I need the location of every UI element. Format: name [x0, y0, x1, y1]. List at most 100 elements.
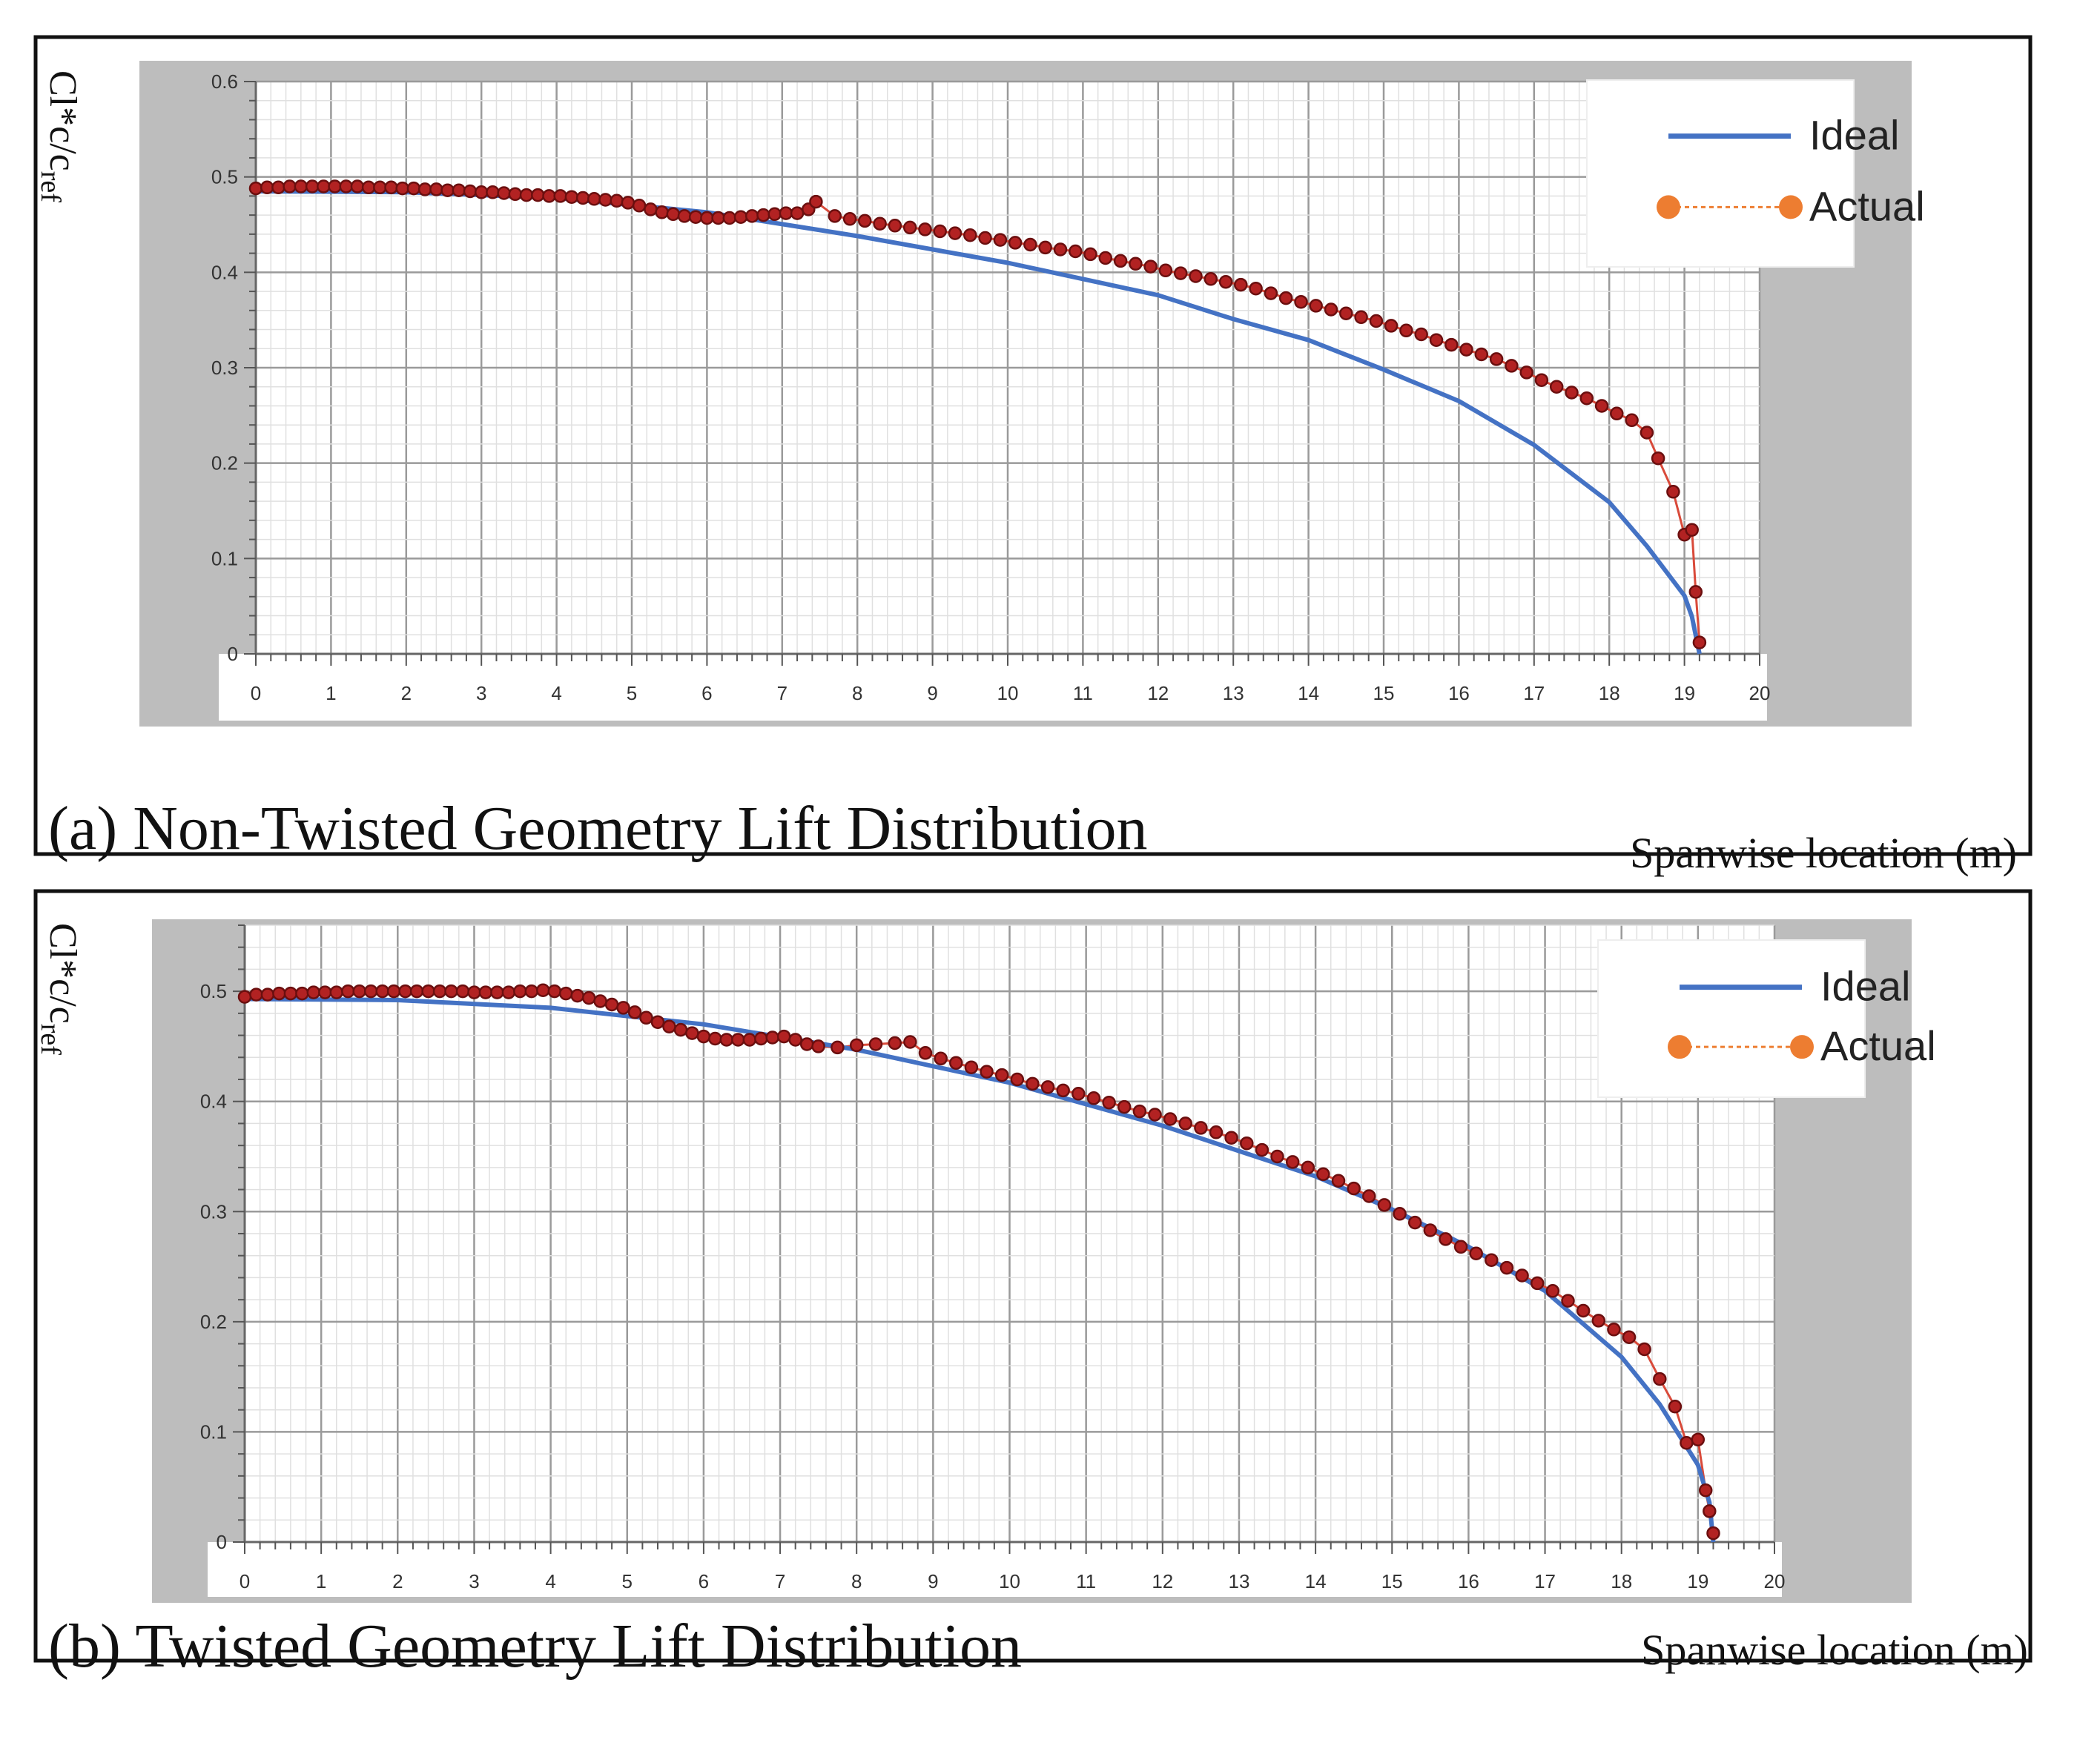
actual-point: [1407, 1215, 1422, 1230]
actual-point: [536, 983, 550, 997]
actual-point: [644, 202, 658, 216]
actual-point: [467, 985, 481, 999]
actual-point: [1519, 365, 1533, 380]
actual-point: [1255, 1142, 1269, 1157]
actual-point: [1301, 1160, 1315, 1175]
actual-point: [1666, 485, 1680, 499]
y-axis-label-subscript: ref: [35, 1024, 66, 1056]
actual-point: [339, 179, 353, 193]
actual-point: [811, 1039, 825, 1053]
actual-point: [1240, 1136, 1254, 1151]
actual-point: [1698, 1483, 1713, 1498]
actual-point: [902, 220, 917, 235]
x-tick-label: 15: [1381, 1570, 1403, 1592]
legend-actual-marker: [1779, 195, 1803, 219]
actual-point: [463, 184, 478, 199]
actual-point: [478, 985, 493, 999]
x-tick-label: 19: [1674, 682, 1695, 704]
actual-point: [948, 226, 962, 240]
actual-point: [632, 199, 647, 213]
actual-point: [765, 1030, 779, 1045]
legend-box: [1597, 939, 1866, 1098]
actual-point: [1625, 413, 1639, 428]
y-tick-label: 0.1: [200, 1420, 227, 1443]
x-tick-label: 6: [699, 1570, 709, 1592]
x-tick-label: 6: [701, 682, 712, 704]
actual-point: [888, 219, 902, 233]
x-tick-label: 16: [1448, 682, 1470, 704]
actual-point: [542, 189, 556, 203]
x-tick-label: 2: [401, 682, 412, 704]
actual-point: [1530, 1276, 1545, 1291]
actual-point: [831, 1040, 845, 1055]
actual-point: [553, 189, 567, 203]
actual-point: [328, 179, 342, 193]
actual-point: [994, 1068, 1009, 1082]
x-tick-label: 18: [1611, 1570, 1632, 1592]
x-tick-label: 4: [545, 1570, 555, 1592]
actual-point: [406, 181, 421, 196]
actual-point: [1706, 1526, 1720, 1541]
actual-point: [756, 208, 770, 222]
actual-point: [452, 183, 466, 197]
x-tick-label: 9: [927, 682, 937, 704]
actual-point: [696, 1029, 711, 1044]
actual-point: [1026, 1076, 1040, 1091]
actual-point: [1113, 254, 1128, 268]
actual-point: [421, 984, 435, 999]
y-tick-label: 0.6: [211, 70, 238, 93]
x-tick-label: 8: [852, 682, 862, 704]
actual-point: [722, 211, 737, 225]
x-tick-label: 17: [1523, 682, 1545, 704]
legend-actual-label: Actual: [1820, 1022, 1936, 1069]
actual-point: [1534, 373, 1549, 387]
actual-point: [809, 194, 823, 209]
actual-point: [429, 182, 443, 196]
x-tick-label: 17: [1534, 1570, 1556, 1592]
grid: [243, 924, 1776, 1544]
actual-point: [688, 210, 703, 224]
x-tick-label: 10: [997, 682, 1019, 704]
actual-point: [1143, 259, 1158, 274]
actual-point: [455, 984, 470, 999]
actual-point: [1610, 406, 1624, 421]
actual-point: [593, 994, 607, 1008]
actual-point: [949, 1056, 963, 1070]
actual-point: [361, 180, 376, 195]
actual-point: [1072, 1087, 1086, 1101]
actual-point: [398, 984, 412, 999]
y-tick-label: 0: [228, 643, 238, 665]
actual-point: [384, 180, 398, 195]
actual-point: [1653, 1372, 1667, 1386]
actual-point: [260, 180, 274, 195]
actual-point: [1132, 1104, 1147, 1119]
x-tick-label: 3: [469, 1570, 479, 1592]
actual-point: [1173, 266, 1188, 280]
actual-point: [842, 212, 857, 226]
actual-point: [329, 985, 344, 999]
actual-point: [1218, 274, 1233, 289]
series-actual-markers: [237, 983, 1720, 1541]
y-axis-label: Cl*c/cref: [35, 923, 84, 1055]
actual-point: [616, 1001, 630, 1015]
x-tick-label: 5: [627, 682, 637, 704]
actual-point: [1354, 310, 1368, 325]
y-axis-label: Cl*c/cref: [35, 70, 84, 202]
actual-point: [1129, 257, 1143, 271]
x-tick-label: 19: [1687, 1570, 1708, 1592]
actual-point: [673, 1022, 688, 1037]
actual-point: [564, 190, 579, 204]
actual-point: [918, 1046, 933, 1060]
x-tick-label: 20: [1749, 682, 1771, 704]
actual-point: [1637, 1342, 1651, 1357]
grid: [254, 80, 1761, 655]
y-axis-label-main: Cl*c/c: [42, 923, 84, 1024]
actual-point: [283, 986, 298, 1001]
x-tick-label: 11: [1076, 1570, 1096, 1592]
actual-point: [444, 984, 458, 999]
actual-point: [294, 179, 308, 193]
actual-point: [295, 986, 309, 1001]
chart-caption: (a) Non-Twisted Geometry Lift Distributi…: [48, 794, 1147, 863]
actual-point: [685, 1026, 699, 1040]
